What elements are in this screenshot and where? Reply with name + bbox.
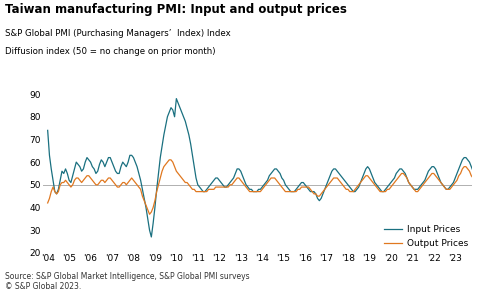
Line: Output Prices: Output Prices bbox=[48, 137, 482, 214]
Input Prices bbox=[433, 167, 439, 171]
Output Prices bbox=[45, 201, 51, 205]
Input Prices bbox=[327, 174, 333, 178]
Output Prices bbox=[463, 165, 469, 168]
Input Prices bbox=[174, 97, 179, 100]
Text: Source: S&P Global Market Intelligence, S&P Global PMI surveys
© S&P Global 2023: Source: S&P Global Market Intelligence, … bbox=[5, 272, 250, 291]
Output Prices bbox=[415, 190, 421, 193]
Line: Input Prices: Input Prices bbox=[48, 98, 482, 237]
Output Prices bbox=[431, 172, 437, 175]
Input Prices bbox=[201, 190, 206, 193]
Input Prices bbox=[465, 158, 470, 162]
Text: S&P Global PMI (Purchasing Managers’  Index) Index: S&P Global PMI (Purchasing Managers’ Ind… bbox=[5, 29, 230, 39]
Input Prices bbox=[148, 235, 154, 239]
Legend: Input Prices, Output Prices: Input Prices, Output Prices bbox=[384, 225, 468, 248]
Input Prices bbox=[90, 165, 95, 168]
Input Prices bbox=[45, 128, 51, 132]
Output Prices bbox=[90, 178, 95, 182]
Text: Taiwan manufacturing PMI: Input and output prices: Taiwan manufacturing PMI: Input and outp… bbox=[5, 3, 347, 16]
Output Prices bbox=[147, 213, 152, 216]
Output Prices bbox=[199, 190, 204, 193]
Input Prices bbox=[416, 185, 422, 189]
Text: Diffusion index (50 = no change on prior month): Diffusion index (50 = no change on prior… bbox=[5, 47, 215, 56]
Output Prices bbox=[325, 183, 331, 187]
